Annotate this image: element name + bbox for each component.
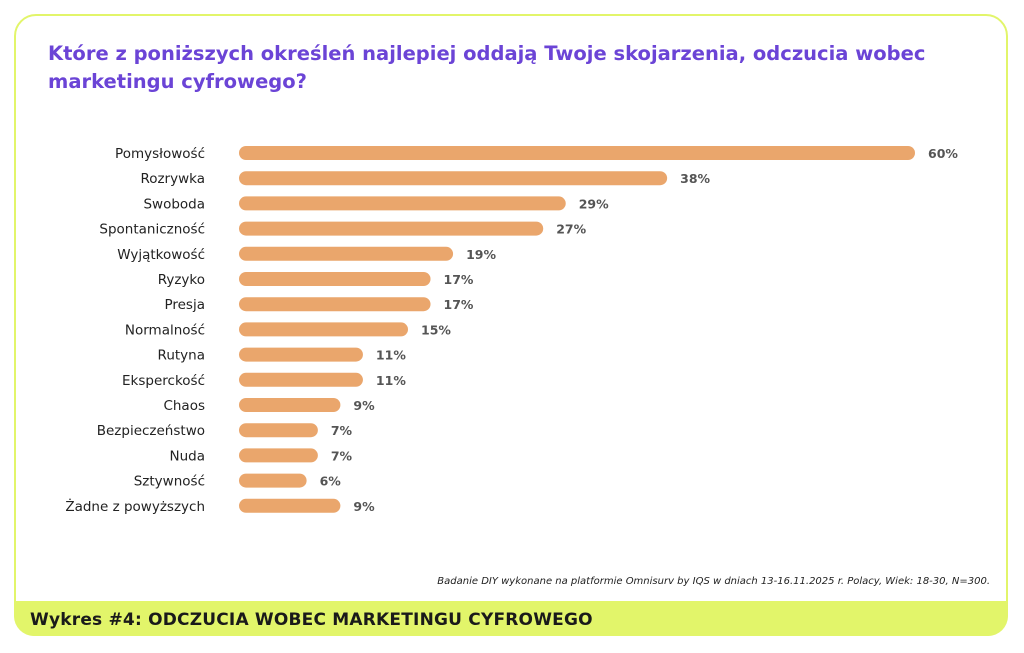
category-label: Ryzyko [158, 272, 205, 288]
category-label: Żadne z powyższych [65, 497, 205, 515]
bar [239, 423, 318, 438]
category-label: Chaos [163, 398, 205, 414]
bar [239, 196, 566, 211]
value-label: 15% [421, 322, 451, 337]
bar [239, 246, 454, 261]
bar [239, 171, 668, 186]
category-label: Wyjątkowość [117, 247, 205, 263]
category-label: Swoboda [143, 196, 205, 212]
category-label: Pomysłowość [115, 146, 205, 162]
category-label: Eksperckość [122, 373, 205, 389]
bar [239, 146, 915, 160]
bar [239, 398, 341, 412]
category-label: Normalność [125, 322, 205, 338]
bar [239, 297, 431, 312]
bar [239, 473, 307, 488]
footer-caption: Wykres #4: ODCZUCIA WOBEC MARKETINGU CYF… [30, 610, 593, 630]
chart-title: Które z poniższych określeń najlepiej od… [48, 42, 926, 93]
chart-card [14, 14, 1008, 636]
value-label: 9% [353, 398, 375, 413]
bar [239, 448, 318, 463]
value-label: 38% [680, 171, 710, 186]
value-label: 29% [579, 196, 609, 211]
category-label: Nuda [170, 448, 206, 464]
value-label: 11% [376, 373, 406, 388]
value-label: 17% [444, 272, 474, 287]
value-label: 9% [353, 499, 375, 514]
bar [239, 322, 408, 337]
bar [239, 272, 431, 286]
value-label: 11% [376, 348, 406, 363]
value-label: 17% [444, 297, 474, 312]
footer-band [14, 601, 1008, 636]
bar [239, 221, 544, 236]
value-label: 7% [331, 423, 353, 438]
value-label: 6% [320, 474, 342, 489]
bar [239, 347, 363, 362]
bar [239, 498, 341, 513]
bar [239, 372, 363, 387]
source-note: Badanie DIY wykonane na platformie Omnis… [437, 576, 990, 587]
value-label: 19% [466, 247, 496, 262]
category-label: Spontaniczność [99, 222, 205, 238]
category-label: Sztywność [134, 474, 205, 490]
value-label: 7% [331, 448, 353, 463]
category-label: Rutyna [158, 348, 205, 364]
category-label: Rozrywka [140, 171, 205, 187]
category-label: Bezpieczeństwo [97, 423, 205, 439]
category-label: Presja [164, 297, 205, 313]
value-label: 27% [556, 222, 586, 237]
value-label: 60% [928, 146, 958, 161]
